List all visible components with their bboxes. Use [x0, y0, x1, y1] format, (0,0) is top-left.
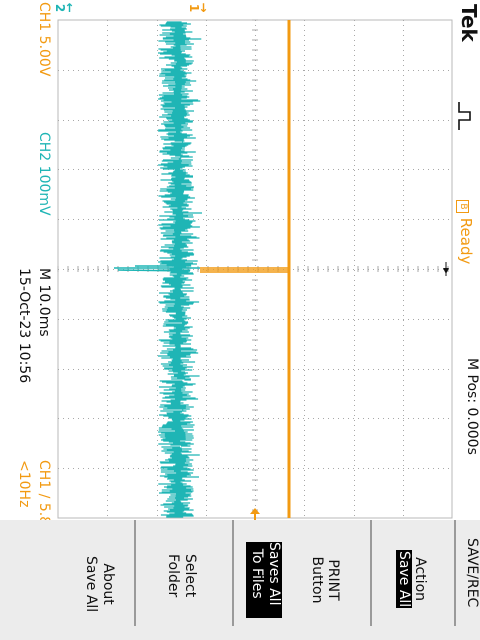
- action-value: Save All: [396, 550, 412, 609]
- about-line1: About: [100, 563, 116, 605]
- print-button-value-text: Saves All To Files: [249, 542, 282, 606]
- about-line2: Save All: [83, 556, 99, 613]
- ch1-ground-marker: 1↓: [187, 1, 209, 15]
- ch2-noise-trace: [114, 21, 202, 518]
- trigger-status: B Ready: [456, 200, 475, 264]
- save-rec-menu: SAVE/REC Action Save All PRINT Button Sa…: [0, 520, 480, 640]
- ch2-ground-marker: 2↑: [53, 1, 75, 15]
- action-label: Action: [412, 557, 428, 602]
- timebase-readout: M 10.0ms: [36, 268, 52, 337]
- select-folder-menu-button[interactable]: Select Folder: [140, 520, 230, 626]
- trigger-level-marker: [250, 508, 260, 514]
- about-save-all-menu-button[interactable]: About Save All: [60, 520, 130, 626]
- graticule-frame: [57, 19, 453, 519]
- ch1-trace: [200, 20, 291, 518]
- ch2-scale-readout: CH2 100mV: [36, 132, 52, 216]
- menu-title: SAVE/REC: [464, 538, 480, 608]
- acquisition-icon: [456, 98, 476, 134]
- action-menu-button[interactable]: Action Save All: [380, 520, 450, 626]
- menu-divider: [232, 520, 234, 626]
- select-folder-line2: Folder: [165, 554, 181, 598]
- menu-divider: [370, 520, 372, 626]
- frequency-readout: <10Hz: [16, 460, 32, 508]
- date-time-readout: 15-Oct-23 10:56: [16, 268, 32, 384]
- trigger-status-icon: B: [456, 200, 469, 213]
- print-button-label: PRINT Button: [309, 556, 341, 604]
- tek-logo: Tek: [457, 4, 480, 42]
- menu-divider: [134, 520, 136, 626]
- m-pos-readout: M Pos: 0.000s: [464, 358, 480, 455]
- menu-divider: [454, 520, 456, 626]
- print-button-value: [246, 542, 282, 618]
- ch1-scale-readout: CH1 5.00V: [36, 2, 52, 77]
- select-folder-line1: Select: [182, 554, 198, 598]
